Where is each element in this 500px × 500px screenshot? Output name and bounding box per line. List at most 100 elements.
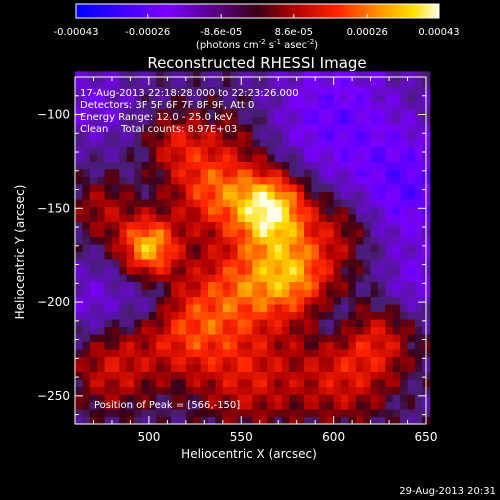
heatmap-cell	[259, 318, 268, 328]
heatmap-cell	[355, 303, 364, 313]
heatmap-cell	[385, 228, 394, 238]
heatmap-cell	[407, 333, 416, 343]
heatmap-cell	[363, 281, 372, 290]
heatmap-cell	[377, 416, 386, 425]
heatmap-cell	[171, 281, 180, 290]
heatmap-cell	[267, 363, 276, 373]
heatmap-cell	[296, 116, 305, 125]
heatmap-cell	[385, 408, 394, 418]
heatmap-cell	[244, 176, 253, 185]
heatmap-cell	[104, 116, 113, 125]
heatmap-cell	[185, 146, 194, 155]
heatmap-cell	[407, 386, 416, 395]
heatmap-cell	[134, 348, 143, 358]
heatmap-cell	[97, 116, 106, 125]
heatmap-cell	[414, 153, 423, 163]
heatmap-cell	[392, 123, 401, 132]
heatmap-cell	[407, 348, 416, 358]
heatmap-cell	[281, 408, 290, 418]
heatmap-cell	[355, 273, 364, 283]
heatmap-cell	[185, 363, 194, 373]
heatmap-cell	[274, 401, 283, 410]
heatmap-cell	[111, 168, 120, 178]
heatmap-cell	[171, 93, 180, 102]
heatmap-cell	[82, 408, 91, 418]
heatmap-cell	[392, 183, 401, 193]
heatmap-cell	[289, 273, 298, 283]
heatmap-cell	[156, 333, 165, 343]
heatmap-cell	[163, 281, 172, 290]
heatmap-cell	[126, 356, 135, 365]
heatmap-cell	[126, 333, 135, 343]
heatmap-cell	[178, 288, 187, 298]
heatmap-cell	[341, 191, 350, 200]
heatmap-cell	[392, 266, 401, 275]
heatmap-cell	[355, 341, 364, 350]
heatmap-cell	[318, 78, 327, 87]
heatmap-cell	[97, 228, 106, 238]
heatmap-cell	[208, 303, 216, 313]
heatmap-cell	[119, 93, 128, 102]
heatmap-cell	[230, 311, 239, 320]
heatmap-cell	[311, 356, 320, 365]
heatmap-cell	[215, 108, 224, 117]
heatmap-cell	[414, 401, 423, 410]
heatmap-cell	[185, 221, 194, 230]
heatmap-cell	[407, 71, 416, 80]
heatmap-cell	[200, 363, 209, 373]
heatmap-cell	[82, 221, 91, 230]
heatmap-cell	[208, 116, 216, 125]
heatmap-cell	[281, 206, 290, 215]
heatmap-cell	[111, 236, 120, 245]
heatmap-cell	[304, 243, 313, 253]
heatmap-cell	[363, 258, 372, 268]
heatmap-cell	[414, 146, 423, 155]
heatmap-cell	[82, 378, 91, 388]
heatmap-cell	[333, 378, 342, 388]
heatmap-cell	[171, 236, 180, 245]
heatmap-cell	[126, 266, 135, 275]
heatmap-cell	[348, 168, 357, 178]
heatmap-cell	[156, 296, 165, 305]
heatmap-cell	[363, 206, 372, 215]
heatmap-cell	[259, 326, 268, 335]
heatmap-cell	[215, 243, 224, 253]
heatmap-cell	[407, 296, 416, 305]
heatmap-cell	[82, 266, 91, 275]
heatmap-cell	[193, 393, 202, 403]
heatmap-cell	[126, 371, 135, 380]
heatmap-cell	[244, 273, 253, 283]
heatmap-cell	[156, 131, 165, 140]
heatmap-cell	[296, 93, 305, 102]
heatmap-cell	[230, 326, 239, 335]
heatmap-cell	[296, 251, 305, 260]
heatmap-cell	[111, 213, 120, 223]
heatmap-cell	[370, 303, 379, 313]
heatmap-cell	[185, 333, 194, 343]
heatmap-cell	[75, 168, 83, 178]
heatmap-cell	[208, 108, 216, 117]
heatmap-cell	[104, 213, 113, 223]
heatmap-cell	[348, 183, 357, 193]
heatmap-cell	[156, 251, 165, 260]
heatmap-cell	[134, 138, 143, 147]
heatmap-cell	[281, 363, 290, 373]
heatmap-cell	[355, 266, 364, 275]
heatmap-cell	[97, 416, 106, 425]
heatmap-cell	[148, 78, 157, 87]
heatmap-cell	[97, 161, 106, 170]
heatmap-cell	[97, 371, 106, 380]
heatmap-cell	[377, 371, 386, 380]
heatmap-cell	[392, 176, 401, 185]
colorbar-tick-label: 0.00026	[347, 27, 388, 38]
heatmap-cell	[370, 228, 379, 238]
heatmap-cell	[75, 243, 83, 253]
heatmap-cell	[289, 168, 298, 178]
heatmap-cell	[414, 416, 423, 425]
heatmap-cell	[75, 116, 83, 125]
heatmap-cell	[230, 228, 239, 238]
heatmap-cell	[148, 221, 157, 230]
heatmap-cell	[75, 228, 83, 238]
heatmap-cell	[230, 251, 239, 260]
heatmap-cell	[126, 401, 135, 410]
